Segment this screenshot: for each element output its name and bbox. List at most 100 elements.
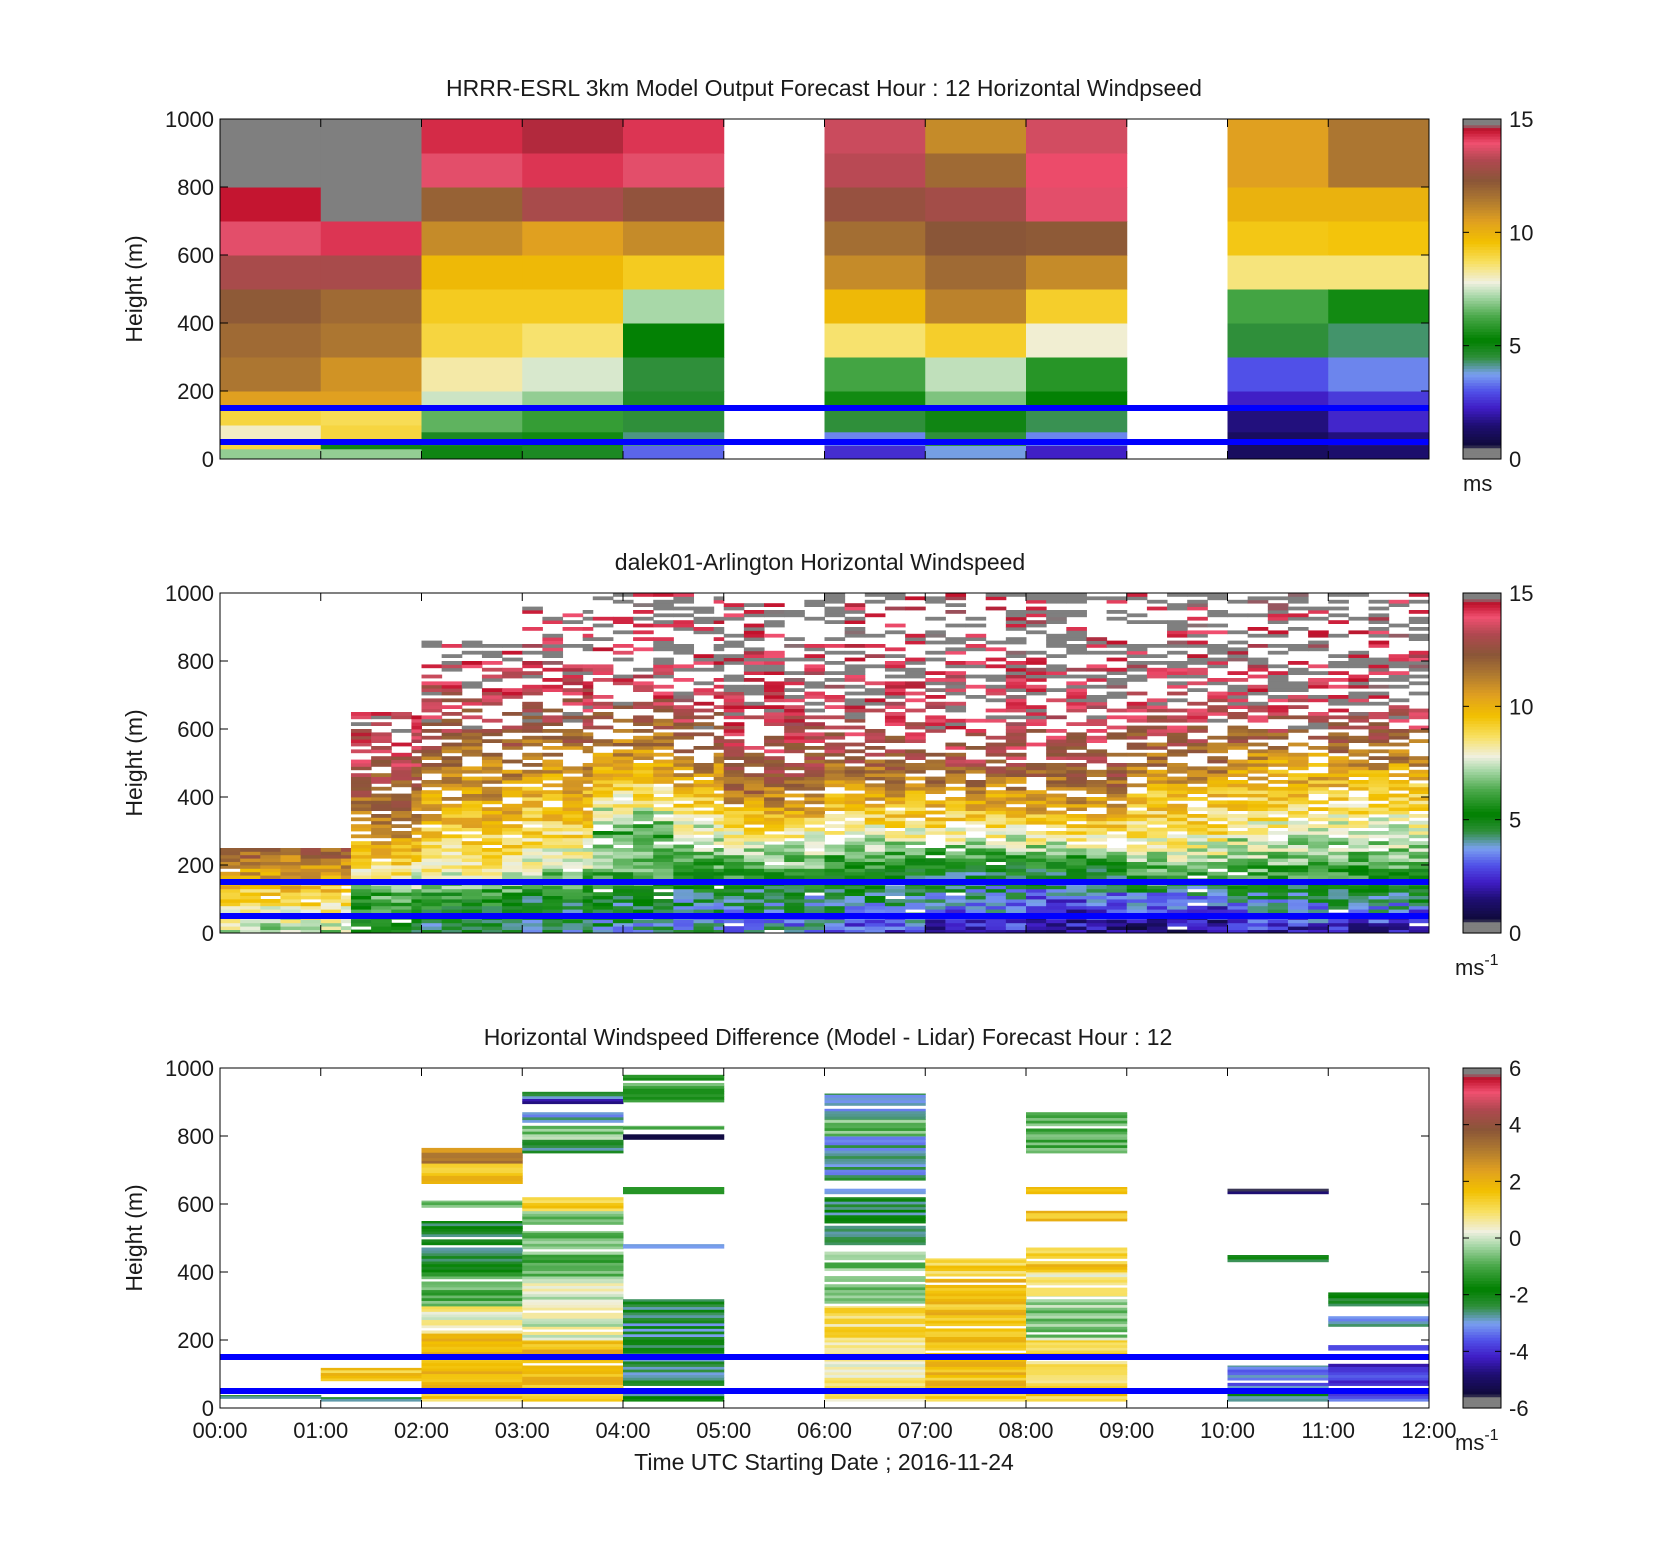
difference-cell bbox=[623, 1082, 725, 1087]
lidar-cell bbox=[1227, 715, 1249, 720]
lidar-cell bbox=[1146, 776, 1168, 781]
lidar-cell bbox=[844, 824, 866, 828]
lidar-cell bbox=[713, 637, 725, 641]
lidar-cell bbox=[633, 752, 654, 757]
model-cell bbox=[824, 187, 926, 222]
lidar-cell bbox=[1066, 851, 1087, 856]
lidar-cell bbox=[1005, 892, 1027, 896]
lidar-cell bbox=[764, 769, 785, 774]
lidar-cell bbox=[844, 766, 866, 771]
difference-cell bbox=[421, 1308, 523, 1312]
lidar-cell bbox=[1368, 620, 1390, 624]
lidar-cell bbox=[723, 919, 745, 924]
difference-cell bbox=[1026, 1210, 1128, 1214]
lidar-cell bbox=[1207, 623, 1228, 628]
lidar-cell bbox=[764, 718, 785, 723]
colorbar-tick-label: 5 bbox=[1509, 808, 1521, 833]
difference-cell bbox=[1026, 1117, 1128, 1121]
lidar-cell bbox=[905, 637, 926, 641]
lidar-cell bbox=[1368, 919, 1390, 924]
lidar-cell bbox=[1348, 885, 1370, 890]
lidar-cell bbox=[1348, 695, 1370, 699]
lidar-cell bbox=[562, 688, 584, 692]
lidar-cell bbox=[673, 827, 695, 832]
lidar-cell bbox=[1368, 732, 1390, 737]
lidar-cell bbox=[824, 824, 846, 828]
difference-cell bbox=[522, 1398, 624, 1402]
lidar-cell bbox=[1106, 922, 1128, 927]
lidar-cell bbox=[1026, 715, 1047, 720]
lidar-cell bbox=[441, 766, 463, 771]
lidar-cell bbox=[350, 824, 372, 828]
lidar-cell bbox=[1368, 640, 1390, 645]
lidar-cell bbox=[582, 776, 594, 781]
difference-cell bbox=[522, 1299, 624, 1303]
lidar-cell bbox=[1287, 827, 1309, 832]
lidar-cell bbox=[673, 749, 695, 754]
lidar-cell bbox=[350, 875, 372, 879]
lidar-cell bbox=[864, 905, 886, 910]
lidar-cell bbox=[612, 837, 634, 842]
difference-cell bbox=[522, 1360, 624, 1364]
lidar-cell bbox=[1126, 831, 1148, 835]
lidar-cell bbox=[804, 807, 825, 811]
lidar-cell bbox=[1046, 871, 1067, 876]
difference-cell bbox=[925, 1393, 1027, 1397]
lidar-cell bbox=[1348, 810, 1370, 815]
lidar-cell bbox=[1066, 803, 1087, 808]
lidar-cell bbox=[1388, 718, 1410, 723]
difference-cell bbox=[623, 1323, 725, 1327]
lidar-cell bbox=[1308, 926, 1329, 930]
lidar-cell bbox=[371, 892, 392, 896]
difference-cell bbox=[421, 1228, 523, 1232]
lidar-cell bbox=[1368, 902, 1390, 907]
difference-cell bbox=[824, 1347, 926, 1351]
lidar-cell bbox=[1348, 630, 1370, 635]
lidar-cell bbox=[582, 698, 594, 703]
lidar-cell bbox=[844, 732, 866, 737]
lidar-cell bbox=[764, 705, 785, 709]
lidar-cell bbox=[1106, 868, 1128, 873]
lidar-cell bbox=[1247, 905, 1269, 910]
lidar-cell bbox=[965, 664, 987, 669]
difference-cell bbox=[824, 1292, 926, 1296]
lidar-cell bbox=[1005, 756, 1027, 760]
lidar-cell bbox=[824, 899, 846, 903]
lidar-cell bbox=[1308, 746, 1329, 750]
lidar-cell bbox=[1368, 701, 1390, 706]
lidar-cell bbox=[240, 895, 261, 900]
lidar-cell bbox=[844, 667, 866, 672]
lidar-cell bbox=[300, 902, 322, 907]
lidar-cell bbox=[1167, 834, 1188, 839]
difference-cell bbox=[421, 1335, 523, 1339]
lidar-cell bbox=[562, 892, 584, 896]
lidar-cell bbox=[784, 729, 805, 733]
difference-cell bbox=[1026, 1347, 1128, 1351]
lidar-cell bbox=[905, 824, 926, 828]
lidar-cell bbox=[612, 827, 634, 832]
lidar-cell bbox=[1328, 606, 1349, 611]
colorbar-segment bbox=[1463, 303, 1501, 307]
difference-cell bbox=[925, 1287, 1027, 1291]
lidar-cell bbox=[592, 868, 614, 873]
lidar-cell bbox=[391, 885, 412, 890]
model-cell bbox=[824, 119, 926, 154]
lidar-cell bbox=[905, 633, 926, 638]
lidar-cell bbox=[350, 735, 372, 740]
difference-cell bbox=[623, 1395, 725, 1399]
lidar-cell bbox=[240, 858, 261, 862]
lidar-cell bbox=[965, 929, 987, 934]
lidar-cell bbox=[1287, 688, 1309, 692]
lidar-cell bbox=[864, 763, 886, 767]
difference-cell bbox=[1026, 1304, 1128, 1308]
lidar-cell bbox=[1308, 718, 1329, 723]
lidar-cell bbox=[1086, 902, 1108, 907]
lidar-cell bbox=[1046, 613, 1067, 618]
lidar-cell bbox=[320, 875, 342, 879]
lidar-cell bbox=[411, 831, 422, 835]
lidar-cell bbox=[824, 773, 846, 777]
lidar-cell bbox=[612, 759, 634, 764]
lidar-cell bbox=[653, 875, 674, 879]
lidar-cell bbox=[653, 851, 674, 856]
lidar-cell bbox=[1146, 725, 1168, 730]
